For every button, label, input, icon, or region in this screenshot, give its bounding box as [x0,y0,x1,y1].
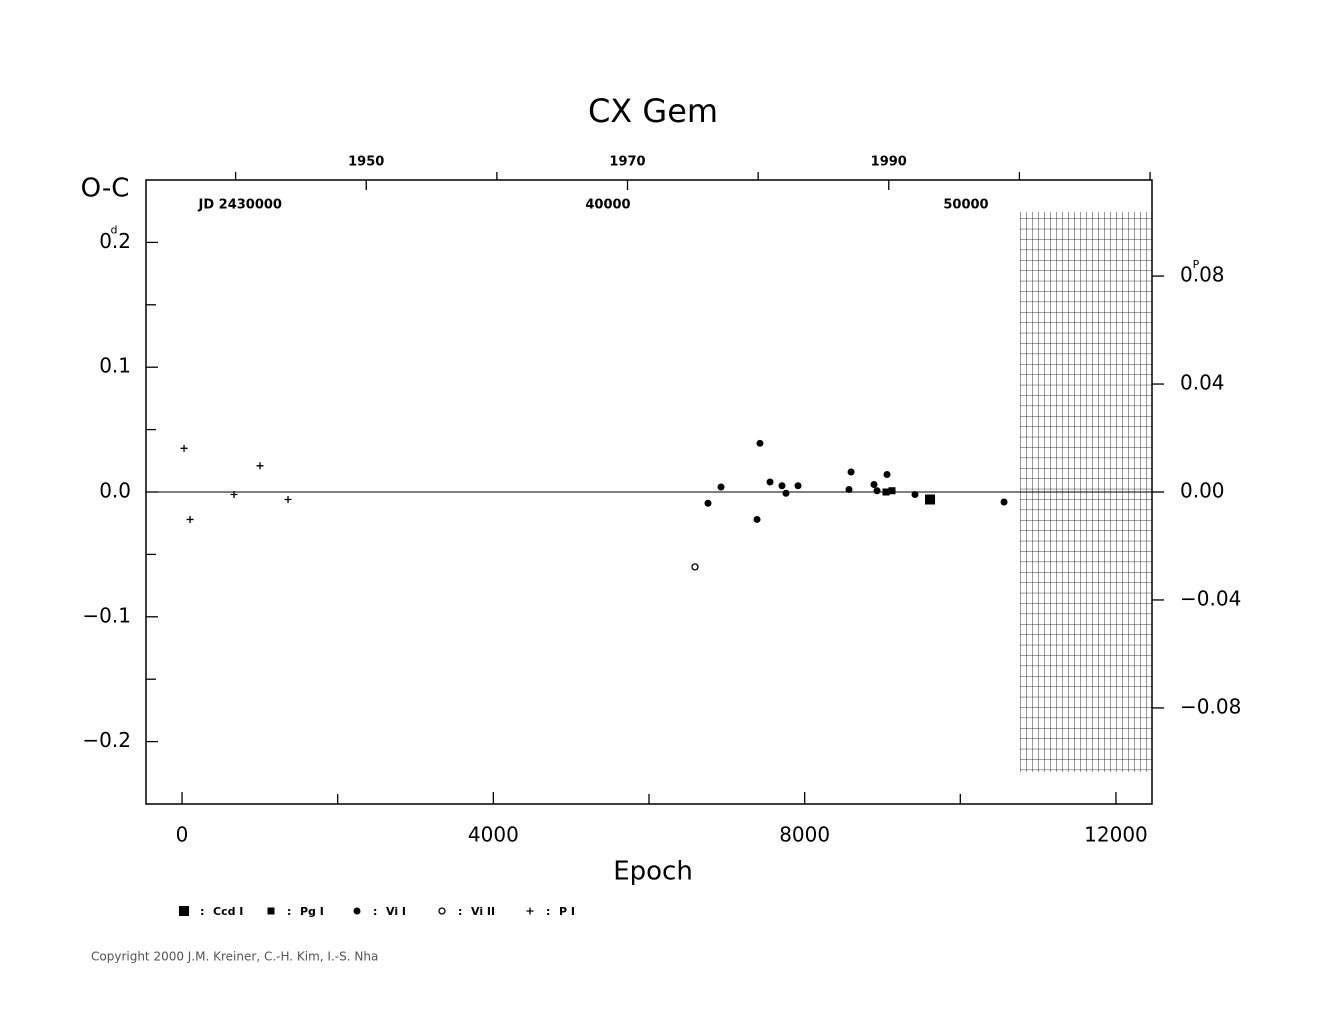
data-point [256,462,264,470]
top-tick-label: 1990 [871,155,907,170]
y2-tick-label: 0.04 [1180,371,1225,395]
x-tick-label: 8000 [779,823,830,847]
y-tick-label: 0.2 [99,229,131,253]
x-tick-label: 0 [176,823,189,847]
legend-marker [267,907,275,915]
y2-unit: P [1193,258,1200,271]
legend-label: Ccd I [213,905,243,918]
legend-marker [179,906,189,916]
legend-colon: : [200,905,204,918]
y-tick-label: 0.0 [99,479,131,503]
x-tick-label: 12000 [1084,823,1148,847]
y2-tick-label: 0.00 [1180,479,1225,503]
y-tick-label: −0.1 [82,603,131,627]
data-point [873,487,881,495]
data-point [778,482,786,490]
data-point [847,468,855,476]
data-point [911,490,919,498]
top-tick-label: 1970 [609,155,645,170]
legend-colon: : [546,905,550,918]
legend-marker [526,907,534,915]
data-point [691,563,699,571]
legend-colon: : [287,905,291,918]
data-point [794,482,802,490]
data-point [883,471,891,479]
data-point [870,481,878,489]
y2-tick-label: −0.04 [1180,586,1241,610]
data-point [704,499,712,507]
x-axis-label: Epoch [613,857,693,887]
data-point [888,487,896,495]
jd-label: 40000 [585,198,630,213]
copyright: Copyright 2000 J.M. Kreiner, C.-H. Kim, … [91,950,378,964]
legend-colon: : [373,905,377,918]
x-tick-label: 4000 [468,823,519,847]
legend-label: P I [559,905,575,918]
data-point [766,478,774,486]
legend-marker [438,907,446,915]
data-point [782,489,790,497]
legend-label: Vi II [471,905,495,918]
chart-title: CX Gem [588,92,718,130]
y2-tick-label: 0.08 [1180,263,1225,287]
data-point [882,488,890,496]
legend-label: Vi I [386,905,406,918]
data-point [230,490,238,498]
top-tick-label: 1950 [348,155,384,170]
y-unit: d [111,223,118,236]
data-point [756,439,764,447]
data-point [1000,498,1008,506]
y-tick-label: −0.2 [82,728,131,752]
legend-marker [353,907,361,915]
data-point [845,486,853,494]
jd-label: JD 2430000 [198,198,282,213]
data-point [180,444,188,452]
y-axis-label: O-C [81,174,130,204]
data-point [753,515,761,523]
data-point [717,483,725,491]
y2-tick-label: −0.08 [1180,694,1241,718]
data-point [284,495,292,503]
y-tick-label: 0.1 [99,354,131,378]
legend-colon: : [458,905,462,918]
legend-label: Pg I [300,905,324,918]
jd-label: 50000 [943,198,988,213]
data-point [925,494,936,505]
data-point [186,515,194,523]
